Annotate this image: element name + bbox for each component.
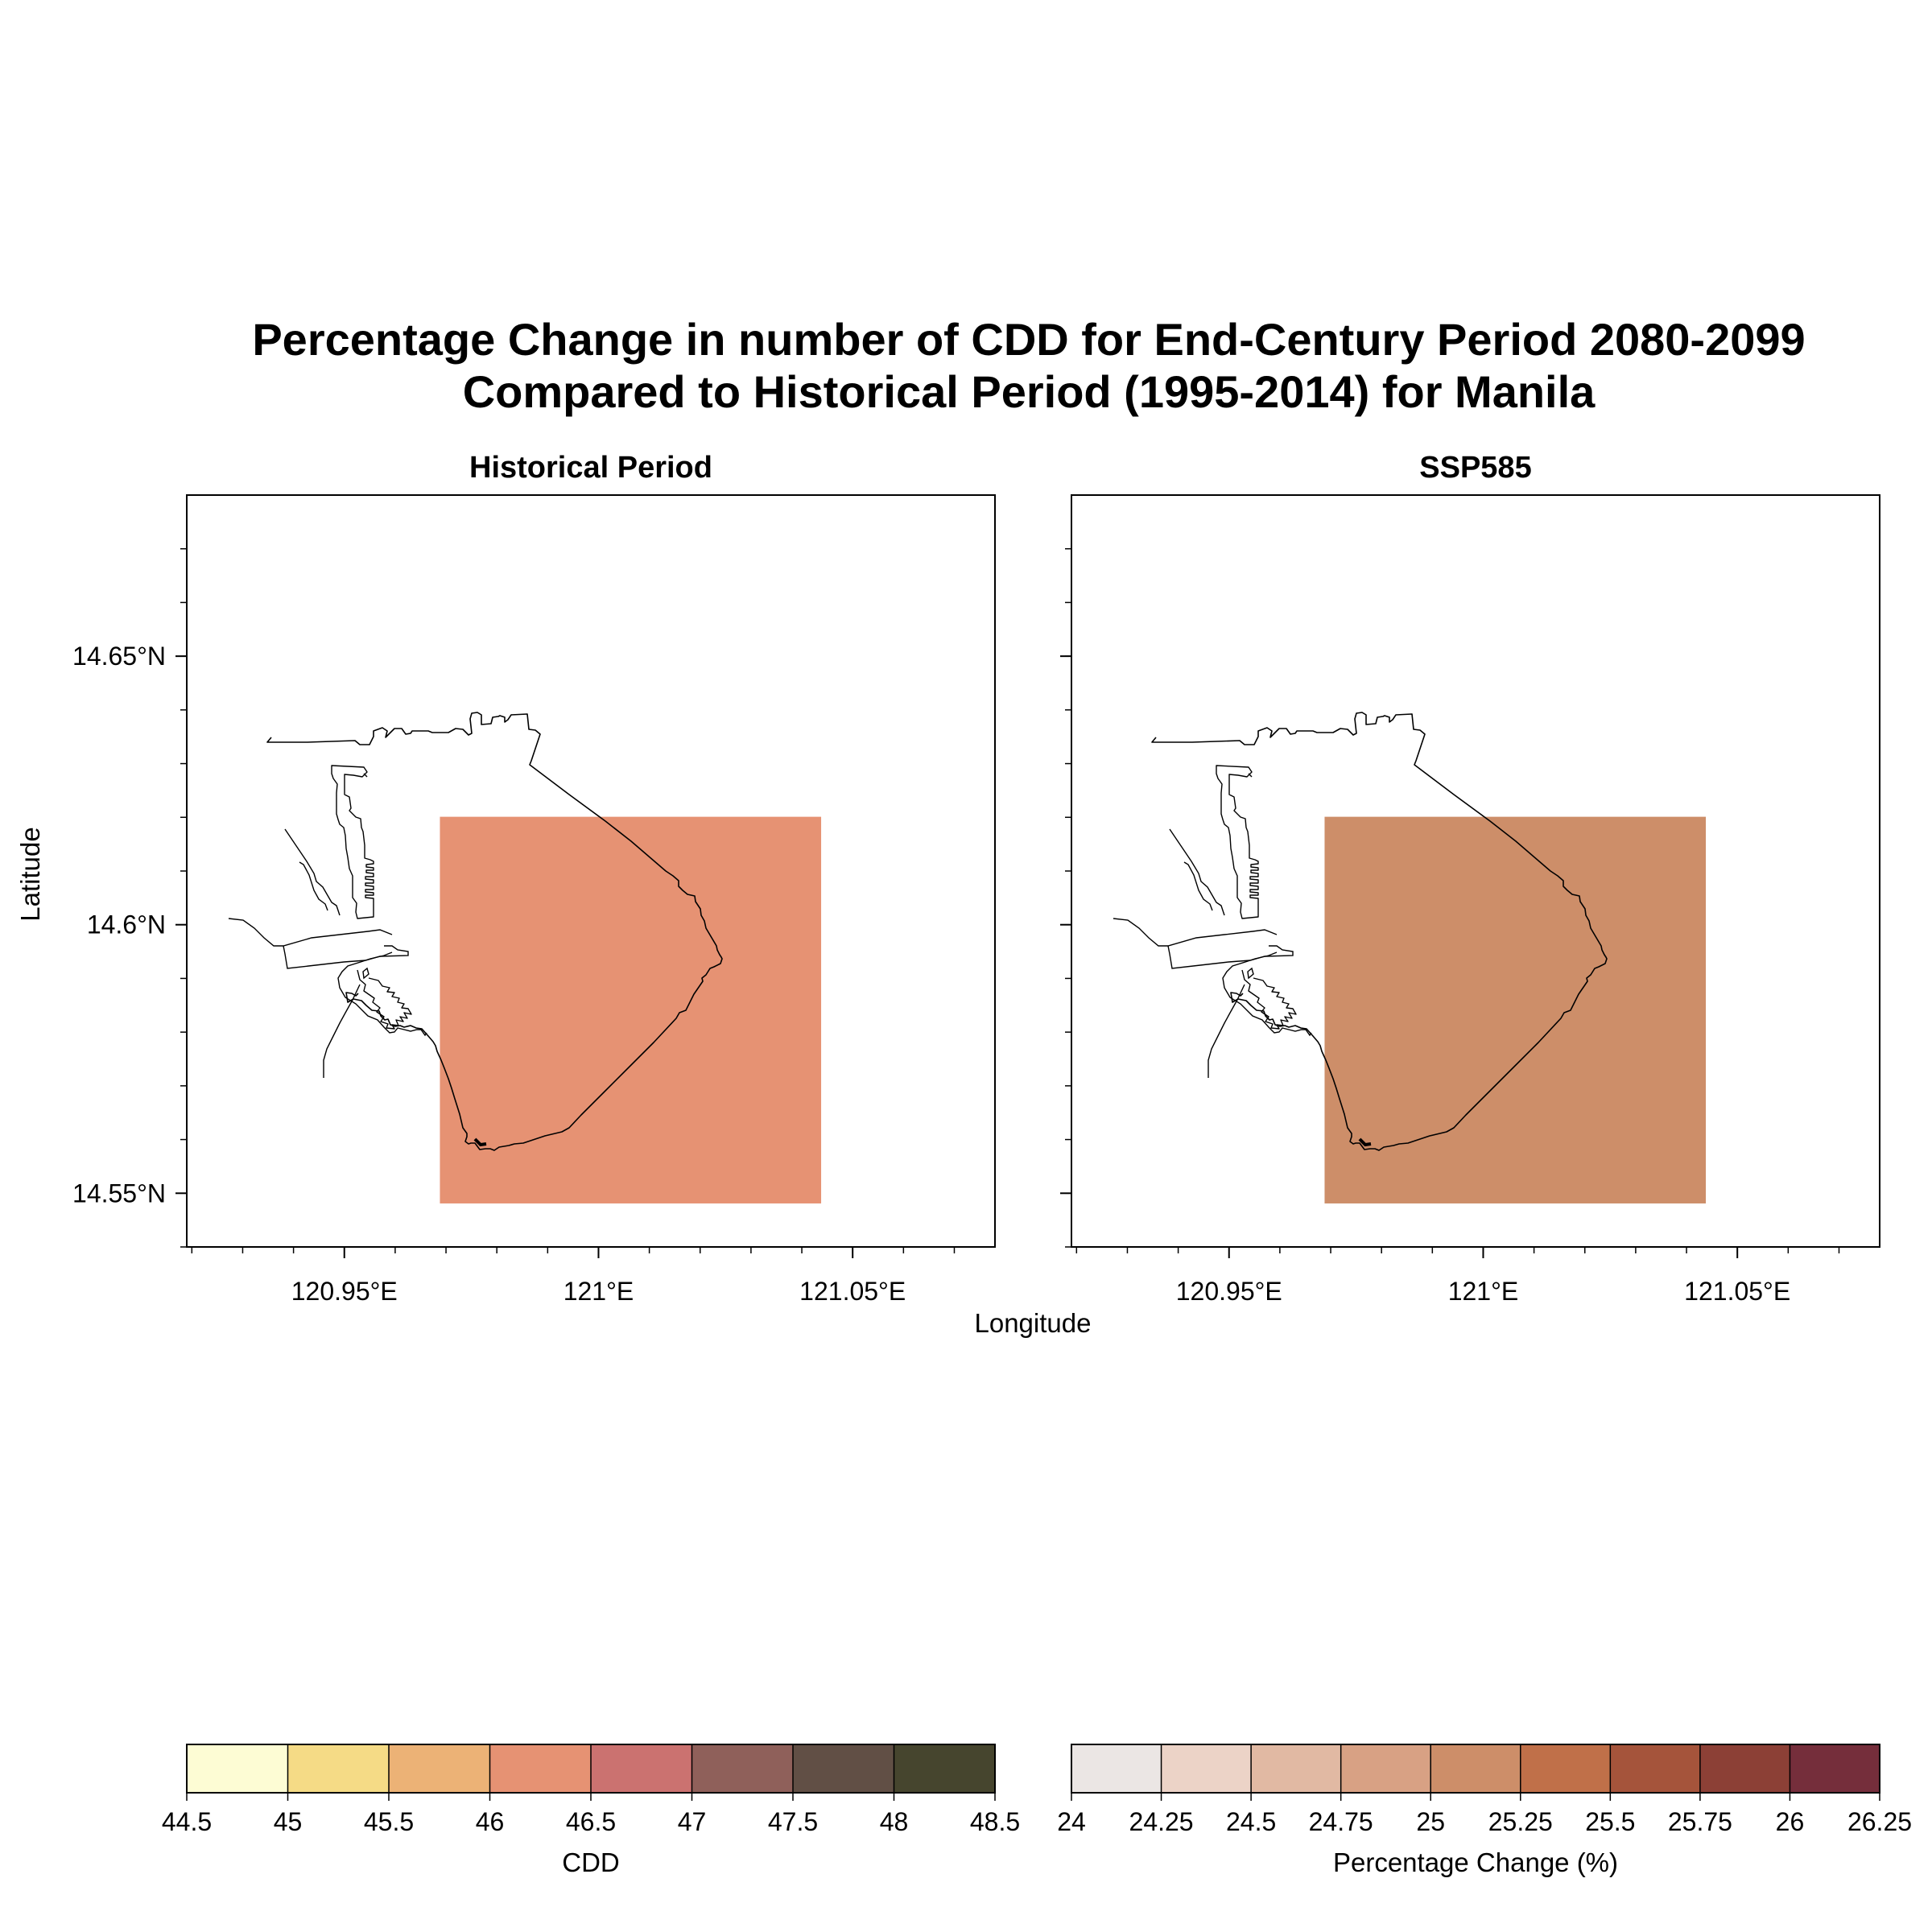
colorbar-swatch: [1161, 1744, 1252, 1793]
colorbar-tick-label: 48.5: [970, 1807, 1020, 1836]
colorbar-tick-label: 46.5: [566, 1807, 616, 1836]
y-tick-label: 14.55°N: [72, 1179, 166, 1208]
panel-historical: Historical Period 120.95°E 121°E 121.05°E …: [72, 451, 996, 1306]
data-cell-ssp585: [1324, 816, 1707, 1203]
colorbar-swatch: [1699, 1744, 1790, 1793]
colorbar-tick-label: 25.25: [1488, 1807, 1553, 1836]
colorbar-swatch: [187, 1744, 288, 1793]
colorbar-tick-label: 24.75: [1309, 1807, 1373, 1836]
colorbar-tick-label: 47.5: [768, 1807, 818, 1836]
colorbar-swatch: [389, 1744, 490, 1793]
colorbar-tick-label: 47: [678, 1807, 707, 1836]
x-tick-label: 121.05°E: [1684, 1277, 1790, 1306]
colorbar-cdd: 44.5 45 45.5 46 46.5 47 47.5 48 48.5 CDD: [162, 1744, 1020, 1877]
colorbar-percentage-change: 24 24.25 24.5 24.75 25 25.25 25.5 25.75 26 26.25 …: [1057, 1744, 1912, 1877]
colorbar-swatch: [1610, 1744, 1700, 1793]
colorbar-tick-label: 26.25: [1847, 1807, 1912, 1836]
y-ticks-ssp585: [1060, 547, 1071, 1248]
x-ticks-historical: 120.95°E 121°E 121.05°E: [191, 1247, 956, 1306]
colorbar-swatch: [1251, 1744, 1341, 1793]
colorbar-swatch: [1071, 1744, 1162, 1793]
panel-title-ssp585: SSP585: [1419, 451, 1531, 485]
y-axis-label: Latitude: [15, 827, 45, 921]
x-ticks-ssp585: 120.95°E 121°E 121.05°E: [1075, 1247, 1840, 1306]
x-tick-label: 120.95°E: [291, 1277, 398, 1306]
colorbar-tick-label: 46: [476, 1807, 505, 1836]
colorbar-swatch: [1790, 1744, 1880, 1793]
y-ticks-historical: 14.55°N 14.6°N 14.65°N: [72, 547, 187, 1248]
colorbar-tick-label: 24.25: [1129, 1807, 1194, 1836]
y-tick-label: 14.6°N: [87, 910, 166, 939]
colorbar-swatch: [894, 1744, 995, 1793]
colorbar-label-cdd: CDD: [562, 1847, 620, 1877]
colorbar-swatch: [1340, 1744, 1431, 1793]
data-cell-historical: [440, 816, 822, 1203]
colorbar-tick-label: 24.5: [1226, 1807, 1276, 1836]
colorbar-swatch: [1430, 1744, 1521, 1793]
x-tick-label: 121.05°E: [799, 1277, 906, 1306]
colorbar-swatch: [591, 1744, 692, 1793]
x-tick-label: 121°E: [1448, 1277, 1519, 1306]
y-tick-label: 14.65°N: [72, 642, 166, 671]
colorbar-swatch: [691, 1744, 793, 1793]
panel-ssp585: SSP585 120.95°E 121°E 121.05°E: [1060, 451, 1880, 1306]
colorbar-tick-label: 25: [1416, 1807, 1445, 1836]
colorbar-tick-label: 45: [274, 1807, 303, 1836]
colorbar-tick-label: 24: [1057, 1807, 1086, 1836]
colorbar-tick-label: 26: [1776, 1807, 1805, 1836]
colorbar-tick-label: 25.5: [1585, 1807, 1635, 1836]
panel-title-historical: Historical Period: [469, 451, 712, 485]
colorbar-swatch: [489, 1744, 591, 1793]
colorbar-tick-label: 48: [880, 1807, 909, 1836]
colorbar-tick-label: 25.75: [1668, 1807, 1732, 1836]
chart-title: Percentage Change in number of CDD for E…: [252, 314, 1805, 365]
chart-title-line-2: Compared to Historical Period (1995-2014…: [463, 366, 1596, 417]
colorbar-tick-label: 45.5: [364, 1807, 414, 1836]
colorbar-swatch: [287, 1744, 389, 1793]
colorbar-tick-label: 44.5: [162, 1807, 212, 1836]
x-tick-label: 120.95°E: [1176, 1277, 1282, 1306]
x-axis-label: Longitude: [975, 1308, 1092, 1338]
colorbar-swatch: [1520, 1744, 1611, 1793]
colorbar-label-percentage: Percentage Change (%): [1333, 1847, 1618, 1877]
x-tick-label: 121°E: [564, 1277, 634, 1306]
colorbar-swatch: [793, 1744, 894, 1793]
